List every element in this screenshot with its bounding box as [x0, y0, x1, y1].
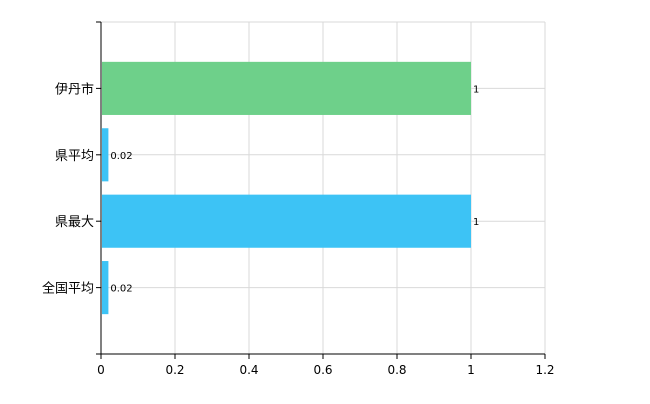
x-tick-label: 0.6	[313, 363, 332, 377]
bar[interactable]	[102, 194, 471, 248]
x-tick-label: 0.8	[387, 363, 406, 377]
x-tick-label: 0.2	[165, 363, 184, 377]
x-tick-label: 0	[97, 363, 105, 377]
x-tick-label: 1	[467, 363, 475, 377]
bar[interactable]	[102, 61, 471, 115]
y-tick-label: 全国平均	[42, 281, 94, 297]
bar-value-label: 1	[473, 217, 479, 228]
y-tick-label: 伊丹市	[55, 81, 94, 97]
x-tick-label: 0.4	[239, 363, 258, 377]
bar-value-label: 1	[473, 84, 479, 95]
bar-value-label: 0.02	[110, 284, 132, 295]
y-tick-label: 県最大	[55, 215, 94, 230]
bar[interactable]	[102, 128, 109, 182]
bar[interactable]	[102, 261, 109, 315]
y-tick-label: 県平均	[55, 149, 94, 164]
bar-value-label: 0.02	[110, 151, 132, 162]
x-tick-label: 1.2	[535, 363, 554, 377]
